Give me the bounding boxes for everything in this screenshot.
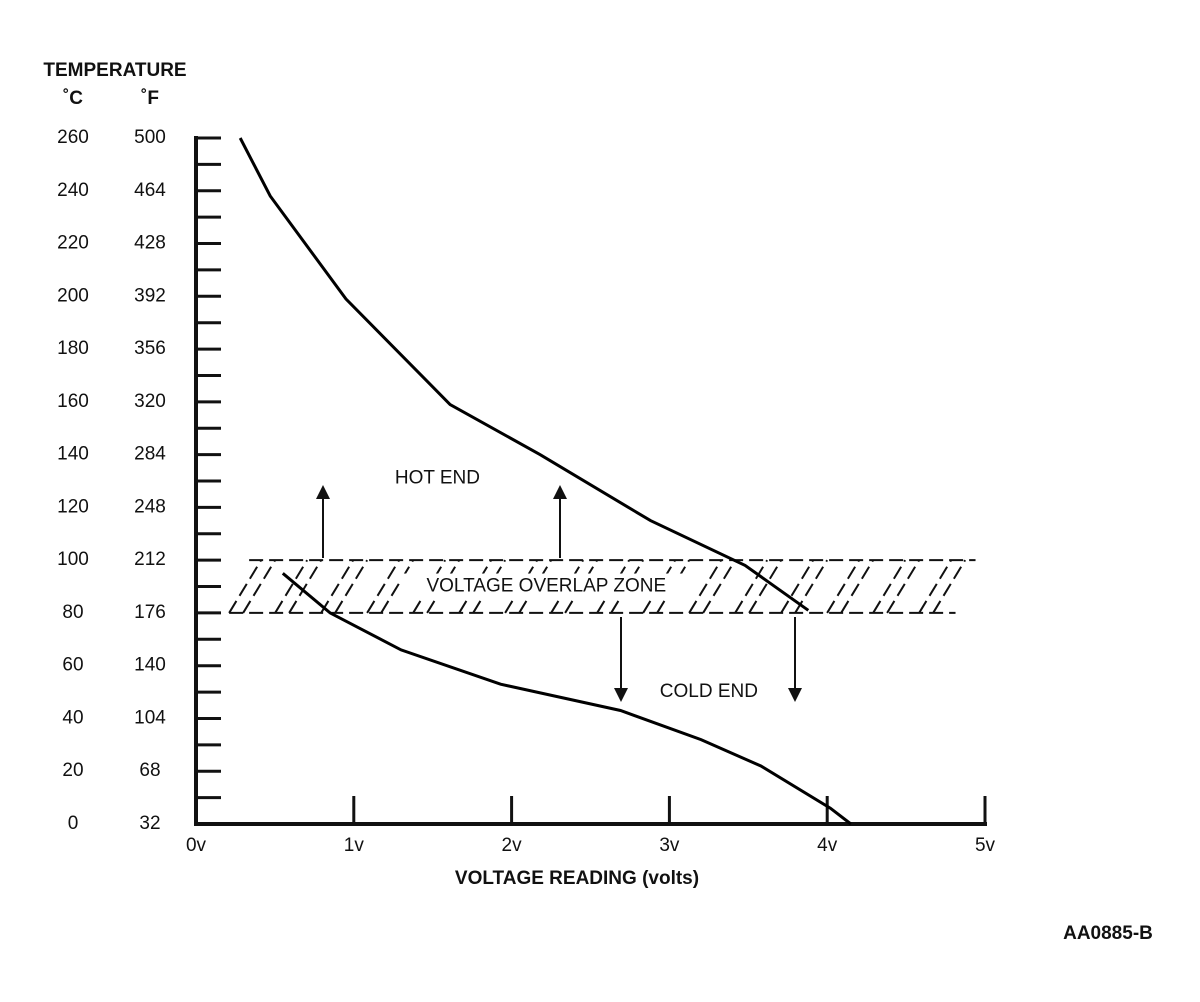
- y2-tick-label: 140: [134, 655, 166, 676]
- y2-tick-label: 68: [139, 760, 160, 781]
- y2-tick-label: 284: [134, 444, 166, 465]
- zone-hatch: [734, 559, 768, 614]
- zone-hatch: [872, 559, 906, 614]
- zone-hatch: [932, 559, 966, 614]
- x-tick-label: 5v: [975, 835, 996, 856]
- y2-unit: ˚F: [141, 88, 159, 109]
- zone-label-bg: [400, 573, 693, 600]
- x-tick-label: 3v: [659, 835, 680, 856]
- y-tick-label: 100: [57, 549, 89, 570]
- zone-hatch: [748, 559, 782, 614]
- figure-id: AA0885-B: [1063, 923, 1153, 944]
- zone-hatch: [320, 559, 354, 614]
- y-tick-label: 160: [57, 391, 89, 412]
- zone-hatch: [780, 559, 814, 614]
- y-tick-label: 240: [57, 180, 89, 201]
- y2-tick-label: 500: [134, 127, 166, 148]
- zone-hatch: [840, 559, 874, 614]
- y-tick-label: 220: [57, 233, 89, 254]
- y-tick-label: 0: [68, 813, 79, 834]
- zone-hatch: [334, 559, 368, 614]
- zone-hatch: [242, 559, 276, 614]
- y2-tick-label: 32: [139, 813, 160, 834]
- y2-tick-label: 392: [134, 285, 166, 306]
- curve: [238, 137, 810, 612]
- y2-tick-label: 356: [134, 338, 166, 359]
- x-tick-label: 2v: [502, 835, 523, 856]
- y-tick-label: 180: [57, 338, 89, 359]
- zone-hatch: [886, 559, 920, 614]
- annotation: HOT END: [395, 467, 480, 488]
- y-tick-label: 140: [57, 444, 89, 465]
- zone-hatch: [380, 559, 414, 614]
- y-title: TEMPERATURE: [43, 60, 186, 81]
- zone-hatch: [274, 559, 308, 614]
- y2-tick-label: 212: [134, 549, 166, 570]
- x-tick-label: 0v: [186, 835, 207, 856]
- y-unit: ˚C: [63, 88, 83, 109]
- x-title: VOLTAGE READING (volts): [455, 868, 699, 889]
- y-tick-label: 60: [62, 655, 83, 676]
- y-tick-label: 120: [57, 496, 89, 517]
- zone-hatch: [702, 559, 736, 614]
- x-tick-label: 4v: [817, 835, 838, 856]
- y-tick-label: 200: [57, 285, 89, 306]
- zone-label: VOLTAGE OVERLAP ZONE: [426, 576, 666, 597]
- zone-hatch: [826, 559, 860, 614]
- annotation: COLD END: [660, 681, 758, 702]
- zone-hatch: [288, 559, 322, 614]
- zone-hatch: [688, 559, 722, 614]
- curve: [281, 572, 852, 826]
- y-tick-label: 80: [62, 602, 83, 623]
- y2-tick-label: 320: [134, 391, 166, 412]
- y2-tick-label: 104: [134, 707, 166, 728]
- zone-hatch: [228, 559, 262, 614]
- y2-tick-label: 176: [134, 602, 166, 623]
- y2-tick-label: 428: [134, 233, 166, 254]
- overlap-zone: [228, 559, 976, 614]
- y2-tick-label: 464: [134, 180, 166, 201]
- y-tick-label: 40: [62, 707, 83, 728]
- x-tick-label: 1v: [344, 835, 365, 856]
- y-tick-label: 260: [57, 127, 89, 148]
- y-tick-label: 20: [62, 760, 83, 781]
- y2-tick-label: 248: [134, 496, 166, 517]
- zone-hatch: [366, 559, 400, 614]
- zone-hatch: [918, 559, 952, 614]
